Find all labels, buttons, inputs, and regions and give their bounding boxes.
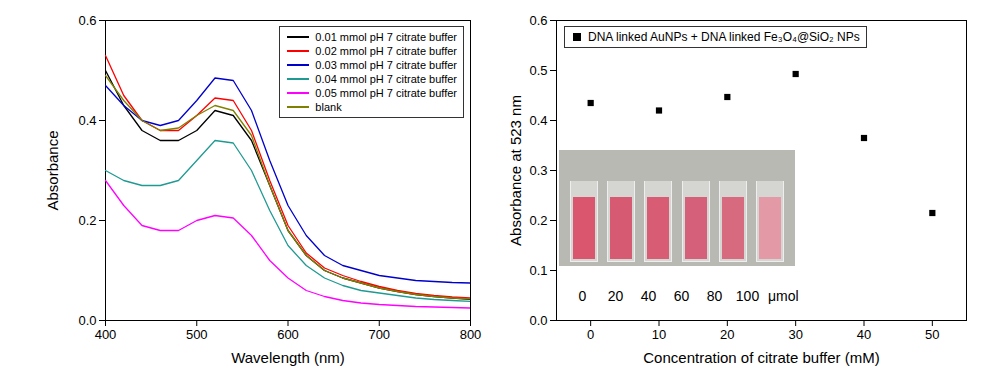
html-text:100: 100	[735, 288, 760, 304]
svg-text:500: 500	[186, 327, 208, 342]
html-text:0.03 mmol pH 7 citrate buffer: 0.03 mmol pH 7 citrate buffer	[315, 59, 457, 71]
html-text:0.01 mmol pH 7 citrate buffer: 0.01 mmol pH 7 citrate buffer	[315, 31, 457, 43]
svg-text:0.0: 0.0	[78, 313, 96, 328]
svg-text:0.6: 0.6	[78, 13, 96, 28]
html-text:blank: blank	[315, 101, 342, 113]
svg-text:Absorbance at 523 nm: Absorbance at 523 nm	[507, 95, 524, 246]
html-text:40: 40	[640, 288, 657, 304]
svg-text:700: 700	[368, 327, 390, 342]
html-text:0: 0	[578, 288, 587, 304]
svg-text:0.2: 0.2	[529, 213, 547, 228]
html-text:20: 20	[607, 288, 624, 304]
svg-text:0.4: 0.4	[78, 113, 96, 128]
svg-text:Absorbance: Absorbance	[44, 130, 61, 210]
svg-text:0.3: 0.3	[529, 163, 547, 178]
svg-text:0.4: 0.4	[529, 113, 547, 128]
html-text:0.04 mmol pH 7 citrate buffer: 0.04 mmol pH 7 citrate buffer	[315, 73, 457, 85]
html-text:80: 80	[706, 288, 723, 304]
html-text:μmol: μmol	[768, 288, 799, 304]
svg-text:600: 600	[277, 327, 299, 342]
svg-text:0.1: 0.1	[529, 263, 547, 278]
svg-text:800: 800	[460, 327, 482, 342]
html-text:DNA linked AuNPs + DNA linked: DNA linked AuNPs + DNA linked Fe₃O₄@SiO₂…	[588, 30, 860, 44]
svg-text:30: 30	[788, 327, 802, 342]
svg-text:0.6: 0.6	[529, 13, 547, 28]
html-text:0.02 mmol pH 7 citrate buffer: 0.02 mmol pH 7 citrate buffer	[315, 45, 457, 57]
svg-text:0.0: 0.0	[529, 313, 547, 328]
svg-text:Wavelength (nm): Wavelength (nm)	[231, 349, 345, 366]
svg-text:40: 40	[857, 327, 871, 342]
svg-text:20: 20	[720, 327, 734, 342]
svg-text:50: 50	[925, 327, 939, 342]
svg-text:Concentration of citrate buffe: Concentration of citrate buffer (mM)	[643, 349, 879, 366]
svg-text:400: 400	[95, 327, 117, 342]
html-text:60: 60	[673, 288, 690, 304]
svg-text:0: 0	[587, 327, 594, 342]
svg-text:0.5: 0.5	[529, 63, 547, 78]
svg-text:0.2: 0.2	[78, 213, 96, 228]
svg-text:10: 10	[652, 327, 666, 342]
html-text:0.05 mmol pH 7 citrate buffer: 0.05 mmol pH 7 citrate buffer	[315, 87, 457, 99]
